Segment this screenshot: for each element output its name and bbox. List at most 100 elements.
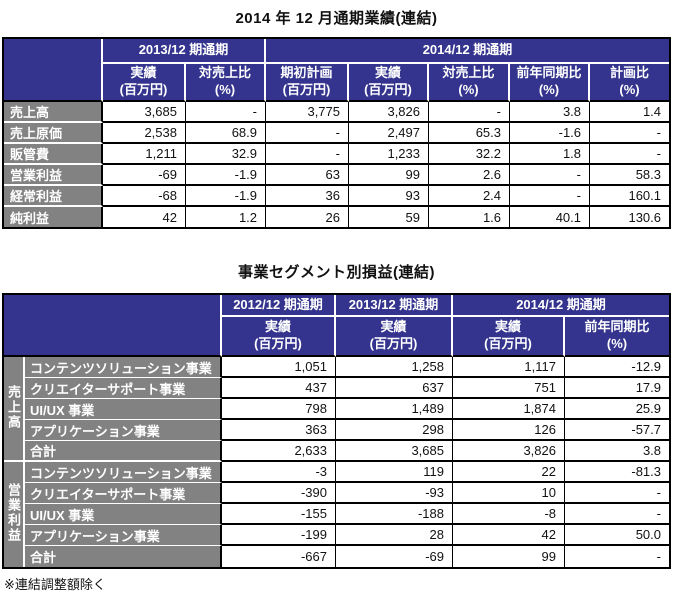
- table-row: 合計 -667 -69 99 -: [4, 546, 670, 567]
- segment-label: UI/UX 事業: [25, 504, 222, 525]
- data-cell: 1,117: [453, 357, 565, 378]
- segment-title: 事業セグメント別損益(連結): [238, 264, 435, 281]
- data-cell: 130.6: [590, 207, 670, 227]
- data-cell: 1.2: [186, 207, 267, 227]
- data-cell: -199: [222, 525, 336, 546]
- table-row: 営業利益 コンテンツソリューション事業 -3 119 22 -81.3: [4, 462, 670, 567]
- column-header: 前年同期比 (%): [565, 317, 670, 357]
- row-label: 売上原価: [4, 123, 103, 144]
- data-cell: -69: [103, 165, 186, 186]
- results-title: 2014 年 12 月通期業績(連結): [235, 10, 438, 27]
- data-cell: -: [565, 483, 670, 504]
- data-cell: -12.9: [565, 357, 670, 378]
- data-cell: 3.8: [510, 102, 591, 123]
- table-row: 売上高 コンテンツソリューション事業 1,051 1,258 1,117 -12…: [4, 357, 670, 462]
- column-group-2014: 2014/12 期通期: [266, 39, 670, 64]
- data-cell: -: [266, 123, 350, 144]
- data-cell: 36: [266, 186, 350, 207]
- segment-label: クリエイターサポート事業: [25, 483, 222, 504]
- column-header: 実績 (百万円): [453, 317, 565, 357]
- table-row: 売上高 3,685 - 3,775 3,826 - 3.8 1.4: [4, 102, 670, 123]
- data-cell: 32.9: [186, 144, 267, 165]
- table-row: クリエイターサポート事業 -390 -93 10 -: [4, 483, 670, 504]
- data-cell: 298: [336, 420, 453, 441]
- data-cell: -69: [336, 546, 453, 567]
- data-cell: -1.9: [186, 165, 267, 186]
- data-cell: 3,826: [349, 102, 430, 123]
- data-cell: 3,775: [266, 102, 350, 123]
- column-header: 実績 (百万円): [103, 64, 186, 102]
- data-cell: -: [266, 144, 350, 165]
- data-cell: 26: [266, 207, 350, 227]
- segment-label: クリエイターサポート事業: [25, 378, 222, 399]
- data-cell: 2,497: [349, 123, 430, 144]
- segment-label: アプリケーション事業: [25, 525, 222, 546]
- table-row: UI/UX 事業 798 1,489 1,874 25.9: [4, 399, 670, 420]
- data-cell: 126: [453, 420, 565, 441]
- data-cell: 1,489: [336, 399, 453, 420]
- data-cell: 17.9: [565, 378, 670, 399]
- segment-label: アプリケーション事業: [25, 420, 222, 441]
- data-cell: 42: [453, 525, 565, 546]
- data-cell: 2.6: [429, 165, 511, 186]
- data-cell: 751: [453, 378, 565, 399]
- data-cell: -667: [222, 546, 336, 567]
- table-row: 経常利益 -68 -1.9 36 93 2.4 - 160.1: [4, 186, 670, 207]
- data-cell: -390: [222, 483, 336, 504]
- column-header: 実績 (百万円): [336, 317, 453, 357]
- row-label: 販管費: [4, 144, 103, 165]
- data-cell: 119: [336, 462, 453, 483]
- corner-cell: [4, 39, 103, 102]
- group-label-text: 売上高: [6, 384, 21, 430]
- data-cell: 1,874: [453, 399, 565, 420]
- data-cell: 50.0: [565, 525, 670, 546]
- segment-table: 2012/12 期通期 2013/12 期通期 2014/12 期通期 実績 (…: [2, 293, 672, 569]
- data-cell: 22: [453, 462, 565, 483]
- column-header: 計画比 (%): [590, 64, 670, 102]
- group-label-operating-income: 営業利益: [4, 462, 25, 567]
- corner-cell: [4, 295, 222, 357]
- data-cell: -: [565, 504, 670, 525]
- column-group-2012: 2012/12 期通期: [222, 295, 336, 317]
- group-label-text: 営業利益: [6, 483, 21, 543]
- data-cell: 32.2: [429, 144, 511, 165]
- results-table: 2013/12 期通期 2014/12 期通期 実績 (百万円) 対売上比 (%…: [2, 37, 672, 229]
- column-header: 対売上比 (%): [429, 64, 511, 102]
- column-header: 実績 (百万円): [222, 317, 336, 357]
- group-label-sales: 売上高: [4, 357, 25, 462]
- data-cell: -: [510, 186, 591, 207]
- data-cell: 1.8: [510, 144, 591, 165]
- table-row: クリエイターサポート事業 437 637 751 17.9: [4, 378, 670, 399]
- row-label: 経常利益: [4, 186, 103, 207]
- data-cell: 1,258: [336, 357, 453, 378]
- data-cell: 637: [336, 378, 453, 399]
- table-row: 営業利益 -69 -1.9 63 99 2.6 - 58.3: [4, 165, 670, 186]
- segment-label: コンテンツソリューション事業: [25, 462, 222, 483]
- data-cell: 1,051: [222, 357, 336, 378]
- column-header: 対売上比 (%): [186, 64, 267, 102]
- data-cell: -68: [103, 186, 186, 207]
- data-cell: 2,538: [103, 123, 186, 144]
- data-cell: 363: [222, 420, 336, 441]
- row-label: 売上高: [4, 102, 103, 123]
- data-cell: 65.3: [429, 123, 511, 144]
- column-group-2013: 2013/12 期通期: [336, 295, 453, 317]
- data-cell: 160.1: [590, 186, 670, 207]
- data-cell: 3,826: [453, 441, 565, 462]
- data-cell: 93: [349, 186, 430, 207]
- table-row: アプリケーション事業 -199 28 42 50.0: [4, 525, 670, 546]
- table-row: 販管費 1,211 32.9 - 1,233 32.2 1.8 -: [4, 144, 670, 165]
- data-cell: -: [565, 546, 670, 567]
- data-cell: 99: [349, 165, 430, 186]
- table-row: アプリケーション事業 363 298 126 -57.7: [4, 420, 670, 441]
- data-cell: -155: [222, 504, 336, 525]
- data-cell: -: [510, 165, 591, 186]
- table-row: UI/UX 事業 -155 -188 -8 -: [4, 504, 670, 525]
- table-row: 合計 2,633 3,685 3,826 3.8: [4, 441, 670, 462]
- column-group-2013: 2013/12 期通期: [103, 39, 267, 64]
- data-cell: 99: [453, 546, 565, 567]
- data-cell: -3: [222, 462, 336, 483]
- row-label: 純利益: [4, 207, 103, 227]
- data-cell: -: [590, 144, 670, 165]
- data-cell: -188: [336, 504, 453, 525]
